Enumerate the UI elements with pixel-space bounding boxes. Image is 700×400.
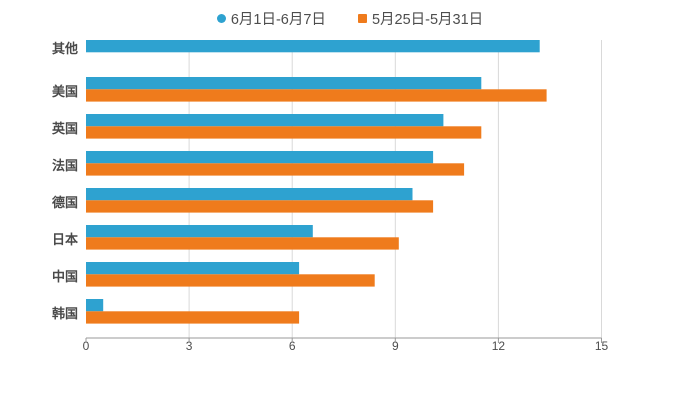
- svg-text:日本: 日本: [52, 232, 78, 247]
- svg-text:韩国: 韩国: [52, 306, 78, 321]
- svg-text:美国: 美国: [52, 84, 78, 99]
- svg-text:德国: 德国: [52, 195, 78, 210]
- svg-text:其他: 其他: [52, 41, 78, 56]
- svg-text:法国: 法国: [52, 158, 78, 173]
- svg-text:英国: 英国: [51, 121, 78, 136]
- svg-text:中国: 中国: [52, 269, 78, 284]
